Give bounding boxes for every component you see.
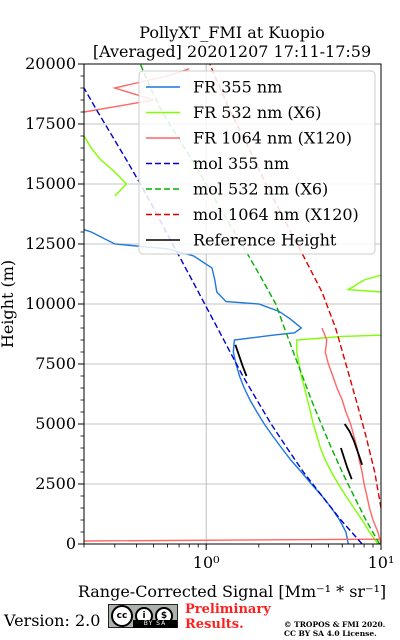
y-tick-label: 10000 [25,294,76,313]
y-tick-label: 15000 [25,174,76,193]
cc-strip-label: BY SA [133,620,177,628]
chart-title-line-1: PollyXT_FMI at Kuopio [139,23,325,42]
legend-label: FR 1064 nm (X120) [193,129,352,148]
cc-license-logo: cc i $ BY SA [108,604,178,628]
legend-box [138,70,376,255]
y-tick-label: 17500 [25,114,76,133]
version-label: Version: 2.0 [4,611,101,630]
y-axis-label: Height (m) [0,260,17,348]
x-axis-label: Range-Corrected Signal [Mm⁻¹ * sr⁻¹] [78,582,386,601]
preliminary-line-1: Preliminary [185,602,271,617]
y-tick-label: 7500 [35,354,76,373]
axis-ticks: 0 2500 5000 7500 10000 12500 15000 17500 20000 10… [25,54,394,572]
y-tick-label: 2500 [35,474,76,493]
series-line-mol-355-nm [84,87,363,544]
legend: FR 355 nm FR 532 nm (X6) FR 1064 nm (X120)… [138,70,376,255]
series-line-fr-355-nm [84,228,349,544]
preliminary-results-note: Preliminary Results. [185,602,271,632]
series-line-mol-532-nm-x6 [139,64,381,544]
x-tick-label: 10¹ [368,553,395,572]
series-line-reference-height [234,344,363,480]
preliminary-line-2: Results. [185,617,244,632]
copyright-line-1: © TROPOS & FMI 2020. [284,620,386,629]
y-tick-label: 12500 [25,234,76,253]
legend-label: FR 355 nm [193,78,282,97]
copyright-note: © TROPOS & FMI 2020. CC BY SA 4.0 Licens… [284,620,385,638]
y-tick-label: 5000 [35,414,76,433]
series-line-fr-532-nm-x6 [84,135,381,544]
y-tick-label: 20000 [25,54,76,73]
legend-label: mol 1064 nm (X120) [193,205,359,224]
legend-label: Reference Height [193,231,337,250]
y-tick-label: 0 [66,534,76,553]
legend-label: FR 532 nm (X6) [193,103,321,122]
cc-icon: cc [111,605,133,627]
chart-title-line-2: [Averaged] 20201207 17:11-17:59 [93,42,371,61]
legend-label: mol 532 nm (X6) [193,180,328,199]
legend-label: mol 355 nm [193,154,289,173]
copyright-line-2: CC BY SA 4.0 License. [284,629,377,638]
plot-area [84,64,381,544]
x-tick-label: 10⁰ [193,553,220,572]
